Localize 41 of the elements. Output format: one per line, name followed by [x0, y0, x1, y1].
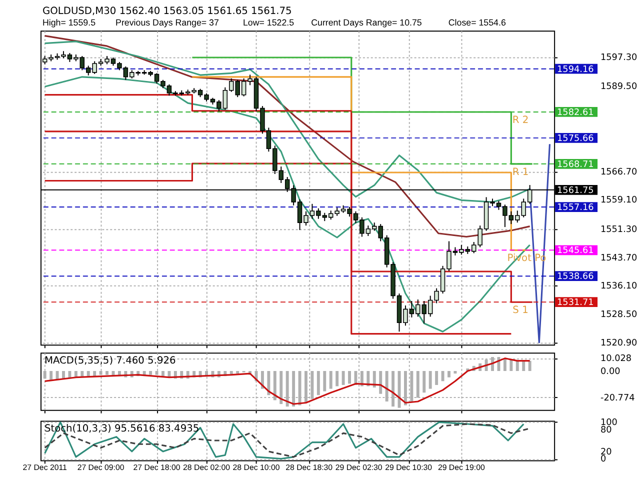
y-tick-label: 1589.50: [600, 82, 638, 92]
annotation: S 1: [512, 304, 528, 316]
y-tick-label: 1520.90: [600, 338, 638, 348]
y-tick-label: 10.028: [600, 354, 632, 364]
ref-line-label: 1582.61: [557, 108, 594, 118]
ref-line-label: 1557.16: [557, 202, 594, 213]
y-tick-label: 0: [600, 454, 606, 465]
x-tick-label: 29 Dec 02:30: [335, 463, 383, 472]
y-tick-label: 1597.30: [600, 53, 638, 64]
x-tick-label: 28 Dec 02:00: [183, 463, 231, 472]
x-tick-label: 27 Dec 09:00: [77, 463, 125, 472]
ref-line-label: 1568.71: [557, 160, 594, 170]
text: Low= 1522.5: [242, 18, 294, 28]
x-tick-label: 27 Dec 2011: [22, 463, 67, 472]
y-tick-label: 1551.30: [600, 224, 638, 235]
y-tick-label: 1543.70: [600, 253, 638, 264]
x-tick-label: 29 Dec 10:30: [385, 463, 433, 472]
y-tick-label: 0.00: [600, 366, 621, 377]
ref-line-label: 1575.66: [557, 134, 594, 144]
text: Current Days Range= 10.75: [311, 18, 422, 28]
annotation: R 2: [512, 114, 529, 126]
text: High= 1559.5: [42, 18, 96, 28]
y-tick-label: -20.774: [600, 393, 636, 404]
y-tick-label: 1559.10: [600, 196, 638, 206]
text: Previous Days Range= 37: [116, 18, 219, 28]
y-tick-label: 1566.70: [600, 167, 638, 178]
annotation: R 1: [512, 166, 529, 178]
y-tick-label: 1528.50: [600, 310, 638, 320]
x-tick-label: 28 Dec 10:00: [232, 463, 280, 472]
x-tick-label: 28 Dec 18:30: [286, 463, 334, 472]
y-tick-label: 1536.10: [600, 282, 638, 292]
ref-line-label: 1594.16: [557, 64, 594, 75]
chart-title: MACD(5,35,5) 7.460 5.926: [44, 355, 176, 366]
text: Close= 1554.6: [448, 18, 506, 28]
ref-line-label: 1561.75: [557, 186, 594, 196]
ref-line-label: 1538.66: [557, 272, 594, 282]
ref-line-label: 1531.71: [557, 298, 594, 308]
x-tick-label: 27 Dec 18:00: [133, 463, 181, 472]
x-tick-label: 29 Dec 19:00: [438, 463, 486, 472]
ref-line-label: 1545.61: [557, 246, 594, 256]
chart-title: GOLDUSD,M30 1562.40 1563.05 1561.65 1561.75: [42, 6, 292, 17]
